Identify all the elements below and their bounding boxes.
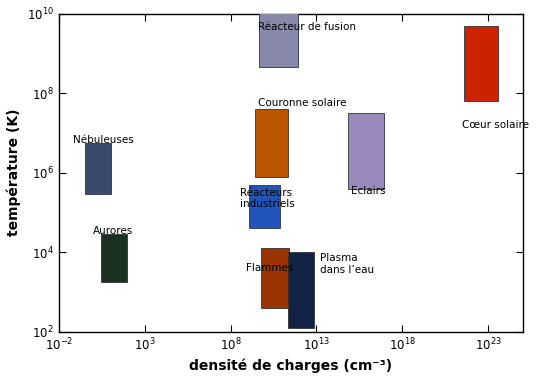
Y-axis label: température (K): température (K) [7,109,22,236]
Bar [348,113,384,188]
Bar [288,252,314,328]
Text: Nébuleuses: Nébuleuses [73,135,133,145]
Text: Plasma
dans l’eau: Plasma dans l’eau [320,253,374,275]
Bar [259,12,299,67]
Bar [101,234,127,282]
X-axis label: densité de charges (cm⁻³): densité de charges (cm⁻³) [189,359,392,373]
Text: Flammes: Flammes [246,263,293,273]
Bar [464,26,499,101]
Bar [261,248,289,308]
Bar [255,109,288,177]
Text: Réacteurs
industriels: Réacteurs industriels [240,188,295,209]
Text: Eclairs: Eclairs [351,185,385,196]
Text: Réacteur de fusion: Réacteur de fusion [258,22,356,32]
Text: Couronne solaire: Couronne solaire [258,98,346,108]
Bar [249,185,280,228]
Bar [86,143,111,195]
Text: Aurores: Aurores [93,226,133,236]
Text: Cœur solaire: Cœur solaire [462,120,530,130]
